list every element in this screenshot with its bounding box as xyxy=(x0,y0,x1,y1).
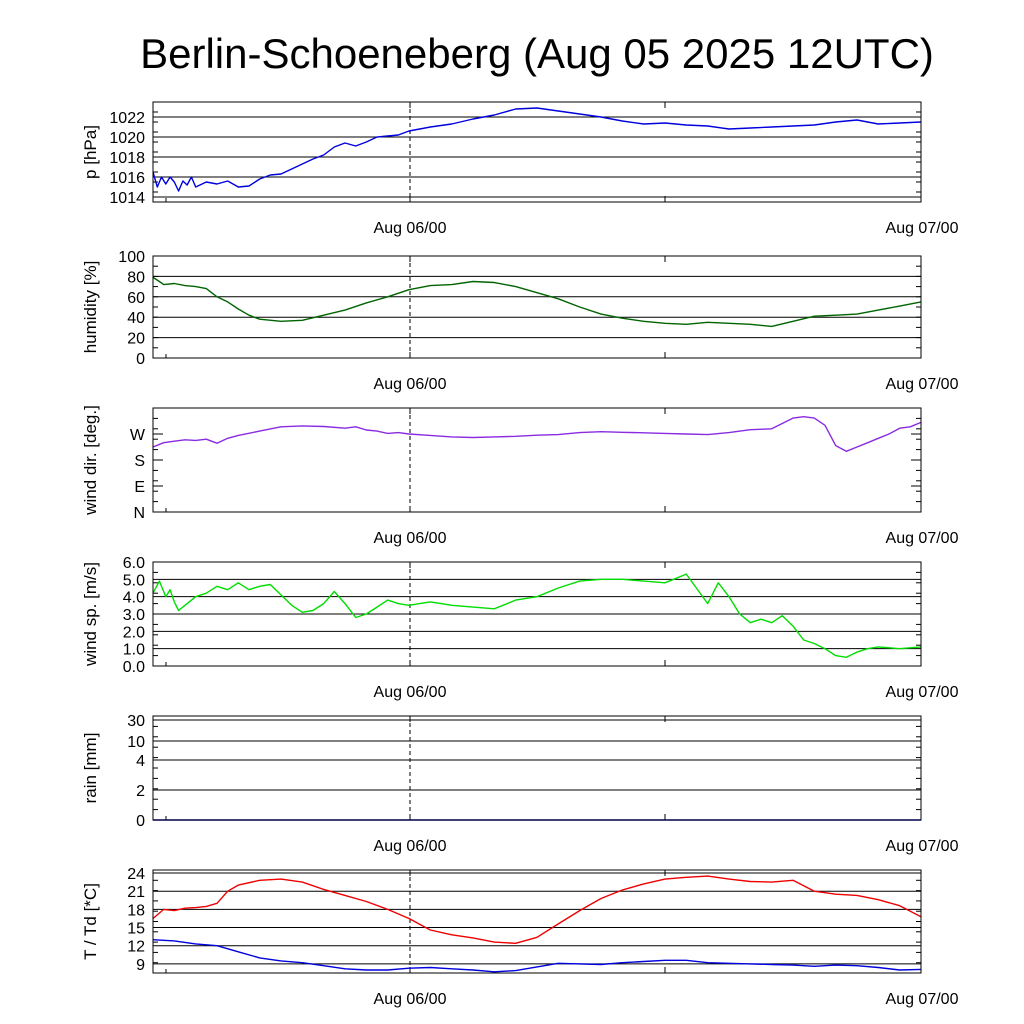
panel-1: 1014 1016 1018 1020 1022 Aug 06/00 Aug 07/00 p … xyxy=(81,101,959,237)
y-tick-label: 1016 xyxy=(109,170,145,187)
y-tick-label: 100 xyxy=(118,249,145,266)
y-axis-label: p [hPa] xyxy=(81,125,100,179)
y-tick-label: 9 xyxy=(136,957,145,974)
series-line-1 xyxy=(152,276,922,328)
x-tick-label: Aug 07/00 xyxy=(886,838,959,855)
y-tick-label: 40 xyxy=(127,310,145,327)
x-tick-label: Aug 06/00 xyxy=(374,220,447,237)
panel-2: 0 20 40 60 80 100 Aug 06/00 Aug 07/00 humidity [… xyxy=(81,249,959,393)
series-line-2 xyxy=(152,939,922,973)
y-tick-label: 1014 xyxy=(109,190,145,207)
y-tick-label: 0.0 xyxy=(123,659,145,676)
x-tick-label: Aug 07/00 xyxy=(886,220,959,237)
y-tick-label: 20 xyxy=(127,331,145,348)
y-axis-label: T / Td [*C] xyxy=(81,883,100,960)
plot-frame xyxy=(152,715,922,821)
plot-frame xyxy=(152,561,922,667)
y-tick-label: E xyxy=(134,479,145,496)
y-tick-label: 10 xyxy=(127,734,145,751)
y-tick-label: 80 xyxy=(127,269,145,286)
y-tick-label: 30 xyxy=(127,713,145,730)
y-tick-label: 3.0 xyxy=(123,607,145,624)
series-line-1 xyxy=(152,107,922,192)
y-tick-label: N xyxy=(133,505,145,522)
plot-frame xyxy=(152,101,922,203)
plot-frame xyxy=(152,869,922,974)
y-tick-label: 1022 xyxy=(109,110,145,127)
series-line-1 xyxy=(152,416,922,452)
y-tick-label: 6.0 xyxy=(123,555,145,572)
y-tick-label: 0 xyxy=(136,351,145,368)
y-axis-label: wind dir. [deg.] xyxy=(81,405,100,516)
panel-5: 0 2 4 10 30 Aug 06/00 Aug 07/00 rain [mm] xyxy=(81,713,959,855)
y-tick-label: 18 xyxy=(127,902,145,919)
y-tick-label: 60 xyxy=(127,290,145,307)
y-tick-label: 2.0 xyxy=(123,624,145,641)
y-tick-label: W xyxy=(130,427,146,444)
x-tick-label: Aug 06/00 xyxy=(374,530,447,547)
panel-4: 0.01.02.03.04.05.06.0 Aug 06/00 Aug 07/00 w… xyxy=(81,555,959,701)
x-tick-label: Aug 07/00 xyxy=(886,530,959,547)
y-axis-label: wind sp. [m/s] xyxy=(81,562,100,667)
y-tick-label: 4 xyxy=(136,753,145,770)
y-tick-label: 2 xyxy=(136,783,145,800)
y-tick-label: 12 xyxy=(127,939,145,956)
x-tick-label: Aug 06/00 xyxy=(374,376,447,393)
y-tick-label: S xyxy=(134,453,145,470)
series-line-1 xyxy=(152,573,922,658)
plot-frame xyxy=(152,407,922,513)
x-tick-label: Aug 07/00 xyxy=(886,684,959,701)
x-tick-label: Aug 06/00 xyxy=(374,838,447,855)
plot-frame xyxy=(152,255,922,359)
y-axis-label: humidity [%] xyxy=(81,261,100,354)
y-tick-label: 1020 xyxy=(109,130,145,147)
y-tick-label: 1018 xyxy=(109,150,145,167)
x-tick-label: Aug 06/00 xyxy=(374,991,447,1008)
y-tick-label: 21 xyxy=(127,884,145,901)
x-tick-label: Aug 06/00 xyxy=(374,684,447,701)
series-line-1 xyxy=(152,875,922,944)
y-tick-label: 5.0 xyxy=(123,572,145,589)
y-axis-label: rain [mm] xyxy=(81,733,100,804)
y-tick-label: 4.0 xyxy=(123,590,145,607)
y-tick-label: 24 xyxy=(127,866,145,883)
x-tick-label: Aug 07/00 xyxy=(886,376,959,393)
y-tick-label: 1.0 xyxy=(123,642,145,659)
y-tick-label: 0 xyxy=(136,813,145,830)
chart-title: Berlin-Schoeneberg (Aug 05 2025 12UTC) xyxy=(140,30,934,77)
y-tick-label: 15 xyxy=(127,921,145,938)
x-tick-label: Aug 07/00 xyxy=(886,991,959,1008)
